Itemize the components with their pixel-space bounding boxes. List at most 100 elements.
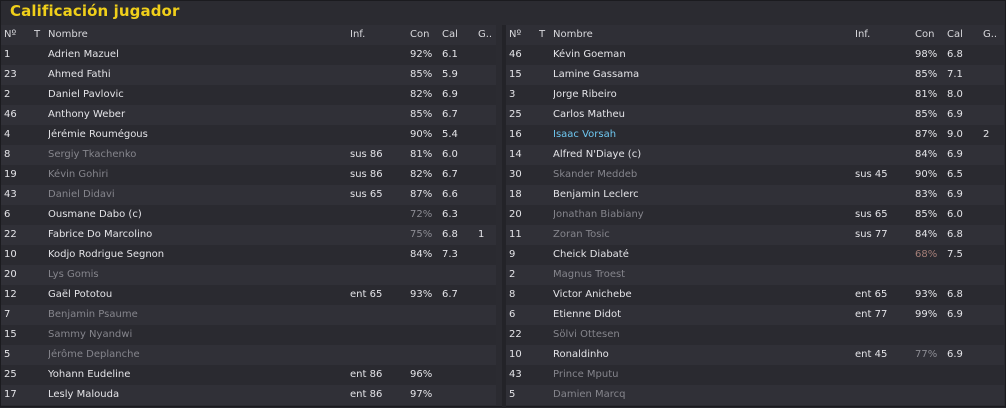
table-row[interactable]: 43 Daniel Didavi sus 65 87% 6.6 [1,185,496,205]
player-name-link[interactable]: Lesly Malouda [48,389,120,400]
column-header-t[interactable]: T [34,29,41,40]
influence-cell: sus 65 [350,189,383,200]
player-name-link[interactable]: Adrien Mazuel [48,49,119,60]
condition-cell: 82% [410,169,433,180]
player-name-link[interactable]: Damien Marcq [553,389,626,400]
column-header-name[interactable]: Nombre [48,29,88,40]
table-row[interactable]: 12 Gaël Pototou ent 65 93% 6.7 [1,285,496,305]
column-header-number[interactable]: Nº [4,29,17,40]
column-header-name[interactable]: Nombre [553,29,593,40]
player-name-link[interactable]: Prince Mputu [553,369,619,380]
player-name-link[interactable]: Gaël Pototou [48,289,113,300]
condition-cell: 85% [915,69,938,80]
table-row[interactable]: 15 Sammy Nyandwi [1,325,496,345]
table-row[interactable]: 20 Lys Gomis [1,265,496,285]
condition-cell: 99% [915,309,938,320]
player-name-link[interactable]: Benjamin Leclerc [553,189,639,200]
table-row[interactable]: 8 Sergiy Tkachenko sus 86 81% 6.0 [1,145,496,165]
player-name-link[interactable]: Isaac Vorsah [553,129,617,140]
table-row[interactable]: 17 Lesly Malouda ent 86 97% [1,385,496,405]
player-name-link[interactable]: Jonathan Biabiany [553,209,644,220]
table-row[interactable]: 14 Alfred N'Diaye (c) 84% 6.9 [506,145,1004,165]
table-row[interactable]: 2 Daniel Pavlovic 82% 6.9 [1,85,496,105]
player-name-link[interactable]: Lys Gomis [48,269,99,280]
table-row[interactable]: 18 Benjamin Leclerc 83% 6.9 [506,185,1004,205]
player-name-link[interactable]: Sölvi Ottesen [553,329,620,340]
column-header-goals[interactable]: G.. [983,29,998,40]
player-name-link[interactable]: Victor Anichebe [553,289,632,300]
column-header-con[interactable]: Con [915,29,935,40]
player-name-link[interactable]: Zoran Tosic [553,229,610,240]
player-name-link[interactable]: Ahmed Fathi [48,69,111,80]
condition-cell: 97% [410,389,433,400]
column-header-inf[interactable]: Inf. [350,29,366,40]
player-name-link[interactable]: Kodjo Rodrigue Segnon [48,249,165,260]
player-name-link[interactable]: Etienne Didot [553,309,622,320]
player-number: 1 [4,49,11,60]
column-header-con[interactable]: Con [410,29,430,40]
player-name-link[interactable]: Magnus Troest [553,269,626,280]
table-row[interactable]: 22 Sölvi Ottesen [506,325,1004,345]
table-row[interactable]: 11 Zoran Tosic sus 77 84% 6.8 [506,225,1004,245]
table-row[interactable]: 2 Magnus Troest [506,265,1004,285]
table-row[interactable]: 46 Kévin Goeman 98% 6.8 [506,45,1004,65]
player-name-link[interactable]: Sergiy Tkachenko [48,149,137,160]
table-row[interactable]: 6 Ousmane Dabo (c) 72% 6.3 [1,205,496,225]
table-row[interactable]: 7 Benjamin Psaume [1,305,496,325]
player-name-link[interactable]: Kévin Gohiri [48,169,109,180]
player-name-link[interactable]: Jorge Ribeiro [553,89,617,100]
player-name-link[interactable]: Jérôme Deplanche [48,349,140,360]
influence-cell: ent 86 [350,389,383,400]
table-row[interactable]: 3 Jorge Ribeiro 81% 8.0 [506,85,1004,105]
table-row[interactable]: 25 Yohann Eudeline ent 86 96% [1,365,496,385]
table-row[interactable]: 19 Kévin Gohiri sus 86 82% 6.7 [1,165,496,185]
table-row[interactable]: 10 Kodjo Rodrigue Segnon 84% 7.3 [1,245,496,265]
table-row[interactable]: 23 Ahmed Fathi 85% 5.9 [1,65,496,85]
column-header-cal[interactable]: Cal [442,29,458,40]
player-name-link[interactable]: Ousmane Dabo (c) [48,209,142,220]
player-name-link[interactable]: Lamine Gassama [553,69,640,80]
table-row[interactable]: 46 Anthony Weber 85% 6.7 [1,105,496,125]
table-row[interactable]: 1 Adrien Mazuel 92% 6.1 [1,45,496,65]
table-row[interactable]: 10 Ronaldinho ent 45 77% 6.9 [506,345,1004,365]
player-name-link[interactable]: Ronaldinho [553,349,609,360]
table-row[interactable]: 6 Etienne Didot ent 77 99% 6.9 [506,305,1004,325]
table-row[interactable]: 15 Lamine Gassama 85% 7.1 [506,65,1004,85]
table-row[interactable]: 30 Skander Meddeb sus 45 90% 6.5 [506,165,1004,185]
player-name-link[interactable]: Daniel Didavi [48,189,115,200]
player-name-link[interactable]: Skander Meddeb [553,169,638,180]
player-name-link[interactable]: Daniel Pavlovic [48,89,124,100]
condition-cell: 85% [410,109,433,120]
table-row[interactable]: 25 Carlos Matheu 85% 6.9 [506,105,1004,125]
player-name-link[interactable]: Kévin Goeman [553,49,626,60]
player-name-link[interactable]: Jérémie Roumégous [48,129,148,140]
player-number: 6 [4,209,11,220]
player-name-link[interactable]: Alfred N'Diaye (c) [553,149,642,160]
table-row[interactable]: 5 Damien Marcq [506,385,1004,405]
column-header-cal[interactable]: Cal [947,29,963,40]
player-name-link[interactable]: Benjamin Psaume [48,309,138,320]
player-number: 43 [509,369,522,380]
table-row[interactable]: 4 Jérémie Roumégous 90% 5.4 [1,125,496,145]
column-header-t[interactable]: T [539,29,546,40]
player-number: 10 [509,349,522,360]
table-row[interactable]: 20 Jonathan Biabiany sus 65 85% 6.0 [506,205,1004,225]
page-title: Calificación jugador [10,2,180,20]
column-header-inf[interactable]: Inf. [855,29,871,40]
rating-cell: 6.7 [442,109,458,120]
table-row[interactable]: 8 Victor Anichebe ent 65 93% 6.8 [506,285,1004,305]
player-name-link[interactable]: Cheick Diabaté [553,249,629,260]
table-row[interactable]: 5 Jérôme Deplanche [1,345,496,365]
player-name-link[interactable]: Sammy Nyandwi [48,329,133,340]
player-name-link[interactable]: Anthony Weber [48,109,126,120]
player-name-link[interactable]: Yohann Eudeline [48,369,131,380]
column-header-number[interactable]: Nº [509,29,522,40]
table-row[interactable]: 22 Fabrice Do Marcolino 75% 6.8 1 [1,225,496,245]
player-name-link[interactable]: Carlos Matheu [553,109,626,120]
player-name-link[interactable]: Fabrice Do Marcolino [48,229,153,240]
table-row[interactable]: 43 Prince Mputu [506,365,1004,385]
column-header-goals[interactable]: G.. [478,29,493,40]
influence-cell: ent 65 [350,289,383,300]
